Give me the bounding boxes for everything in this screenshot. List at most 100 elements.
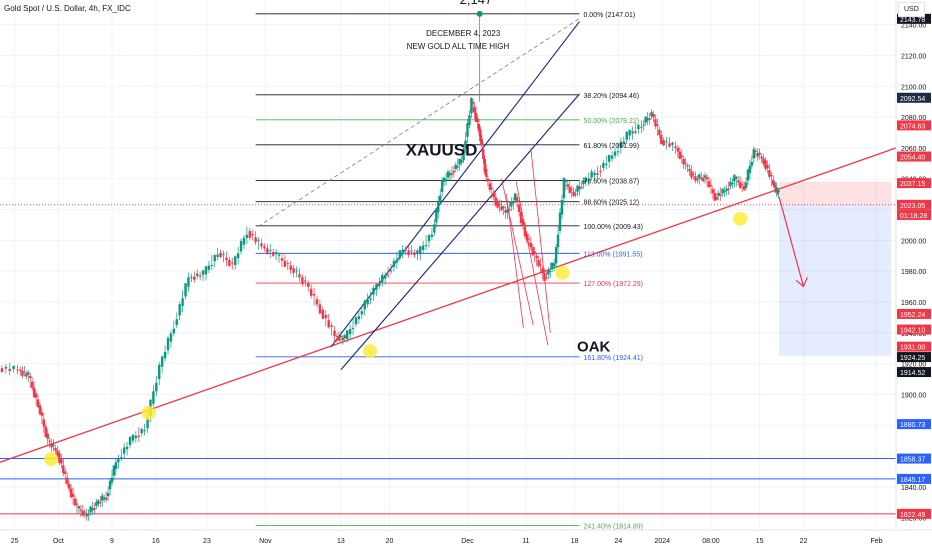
candle-body — [554, 247, 558, 264]
candle-body — [187, 277, 190, 287]
time-tick-label: Nov — [259, 538, 272, 545]
candle-body — [430, 234, 434, 237]
candle-body — [444, 179, 448, 181]
candle-body — [628, 129, 631, 136]
time-tick-label: 2024 — [654, 538, 670, 545]
price-tag-bg — [897, 209, 931, 220]
candle-body — [277, 254, 281, 256]
candle-body — [383, 274, 387, 279]
candle-body — [172, 328, 176, 334]
candle-body — [596, 173, 599, 175]
candle-body — [12, 365, 15, 370]
candle-body — [658, 129, 661, 135]
candle-body — [727, 188, 730, 190]
candle-body — [381, 274, 384, 283]
candle-body — [363, 300, 366, 310]
candle-body — [498, 203, 501, 205]
candle-body — [648, 118, 651, 120]
price-tag-label: 2092.54 — [900, 96, 925, 103]
price-tick-label: 2140.00 — [901, 23, 926, 30]
candle-body — [537, 260, 540, 267]
candle-body — [152, 391, 155, 404]
time-tick-label: 22 — [800, 538, 808, 545]
time-tick-label: 13 — [337, 538, 345, 545]
price-tag-bg — [897, 453, 931, 464]
stop-zone — [779, 181, 892, 205]
candle-body — [27, 372, 30, 375]
candle-body — [401, 249, 404, 254]
candle-body — [125, 446, 129, 450]
touch-marker — [44, 452, 59, 467]
candle-body — [254, 237, 257, 243]
candle-body — [625, 131, 628, 140]
candle-body — [711, 189, 715, 194]
candle-body — [318, 304, 322, 314]
fib-label: 113.00% (1991.55) — [583, 251, 642, 258]
candle-body — [634, 131, 637, 133]
candle-body — [668, 143, 671, 147]
projection-dashed — [257, 18, 580, 227]
candle-body — [692, 173, 695, 175]
price-tag-bg — [897, 178, 931, 189]
price-tag-bg — [897, 473, 931, 484]
candle-body — [740, 184, 744, 186]
candle-body — [562, 178, 566, 199]
candle-body — [201, 270, 205, 275]
candle-body — [389, 270, 393, 272]
candle-body — [23, 371, 26, 373]
candle-body — [448, 173, 452, 176]
candle-body — [674, 146, 677, 148]
fib-label: 127.00% (1972.29) — [583, 281, 643, 288]
price-tick-label: 1980.00 — [901, 269, 926, 276]
candle-body — [764, 160, 767, 169]
candle-body — [483, 159, 486, 173]
candle-body — [424, 244, 428, 246]
candle-body — [698, 174, 701, 179]
fib-label: 161.80% (1924.41) — [583, 355, 643, 362]
candle-body — [502, 206, 505, 209]
currency-button[interactable]: USD — [898, 2, 925, 17]
forecast-arrowhead — [795, 277, 808, 288]
candle-body — [564, 180, 568, 182]
price-tag-bg — [897, 92, 931, 103]
candle-body — [552, 263, 556, 267]
price-tag-label: 1914.52 — [900, 370, 925, 377]
candle-body — [500, 206, 503, 211]
chart-labels: 0.00% (2147.01) 38.20% (2094.46) 50.00% (2… — [406, 0, 643, 531]
candle-body — [705, 177, 709, 180]
candle-body — [580, 186, 583, 188]
candle-body — [456, 166, 459, 168]
candle-body — [375, 284, 378, 290]
candle-body — [566, 184, 569, 187]
candle-body — [228, 260, 231, 267]
candle-body — [568, 186, 571, 193]
candle-body — [723, 191, 726, 193]
candle-body — [8, 368, 11, 371]
candle-body — [558, 212, 562, 231]
candle-body — [46, 433, 49, 439]
price-tag-label: 1858.37 — [900, 457, 925, 464]
candle-body — [616, 151, 620, 153]
candle-body — [776, 190, 779, 195]
candle-body — [541, 268, 544, 274]
touch-marker — [141, 405, 156, 420]
candle-body — [473, 107, 476, 113]
fib-label: 241.40% (1814.89) — [583, 524, 643, 531]
candle-body — [700, 177, 703, 179]
projection-arrow — [501, 178, 534, 326]
projection-arrow — [530, 147, 551, 333]
candle-body — [108, 480, 112, 490]
candle-body — [479, 129, 482, 142]
price-tick-label: 2100.00 — [901, 84, 926, 91]
candle-body — [682, 159, 685, 165]
candle-body — [556, 234, 560, 248]
candle-body — [599, 171, 602, 173]
candle-body — [295, 270, 298, 272]
time-tick-label: Feb — [870, 538, 882, 545]
candle-body — [729, 181, 732, 187]
candle-body — [32, 387, 36, 398]
candle-body — [101, 495, 104, 501]
candle-body — [662, 140, 665, 146]
candle-body — [335, 335, 339, 337]
